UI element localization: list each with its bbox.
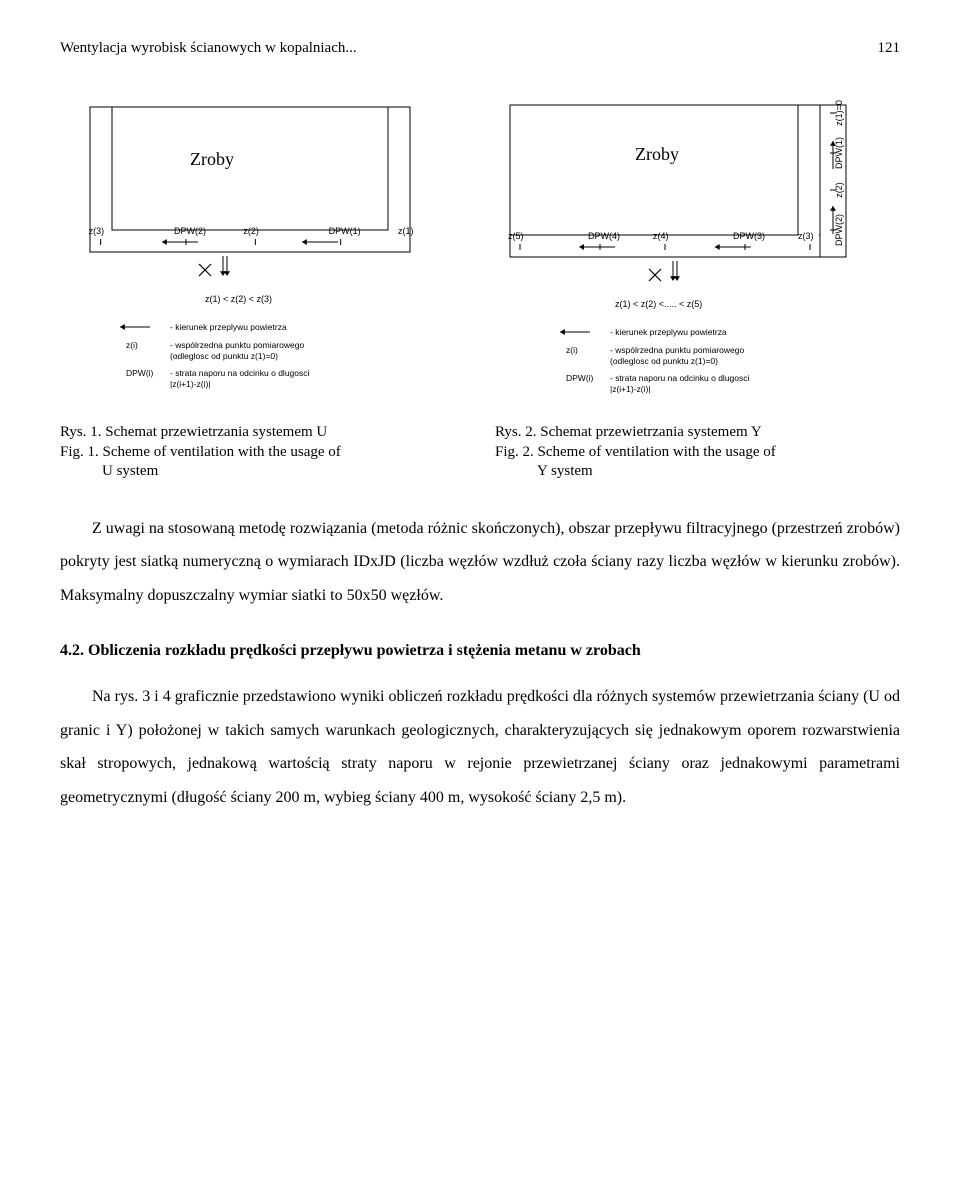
figure-2: Zroby z(5) DPW(4) z(4) DPW(3) z(3) z(1)=0 DPW(1…	[480, 97, 900, 417]
svg-text:z(1) < z(2) < z(3): z(1) < z(2) < z(3)	[205, 294, 272, 304]
svg-text:z(2): z(2)	[243, 226, 259, 236]
header-title: Wentylacja wyrobisk ścianowych w kopalni…	[60, 40, 357, 57]
svg-text:DPW(2): DPW(2)	[834, 214, 844, 246]
svg-text:DPW(1): DPW(1)	[834, 137, 844, 169]
svg-text:z(i): z(i)	[566, 345, 578, 355]
svg-text:- wspólrzedna punktu pomiarowe: - wspólrzedna punktu pomiarowego	[170, 340, 304, 350]
caption-1: Rys. 1. Schemat przewietrzania systemem …	[60, 423, 465, 482]
caption-2: Rys. 2. Schemat przewietrzania systemem …	[495, 423, 900, 482]
caption-2-rys: Rys. 2. Schemat przewietrzania systemem …	[495, 423, 900, 443]
figure-1: Zroby z(3) DPW(2) z(2) DPW(1) z(1) z(1) < z(2)…	[60, 97, 450, 417]
fig1-svg: Zroby z(3) DPW(2) z(2) DPW(1) z(1) z(1) < z(2)…	[60, 97, 450, 417]
paragraph-1: Z uwagi na stosowaną metodę rozwiązania …	[60, 512, 900, 613]
svg-text:z(3): z(3)	[89, 226, 105, 236]
paragraph-2: Na rys. 3 i 4 graficznie przedstawiono w…	[60, 680, 900, 814]
svg-text:DPW(i): DPW(i)	[126, 368, 154, 378]
page-number: 121	[878, 40, 901, 57]
caption-2-fig: Fig. 2. Scheme of ventilation with the u…	[495, 443, 900, 463]
svg-text:- kierunek przeplywu powietrza: - kierunek przeplywu powietrza	[610, 327, 727, 337]
svg-text:DPW(2): DPW(2)	[174, 226, 206, 236]
svg-text:DPW(3): DPW(3)	[733, 231, 765, 241]
caption-row: Rys. 1. Schemat przewietrzania systemem …	[60, 423, 900, 482]
caption-2-cont: Y system	[495, 462, 900, 482]
figures-row: Zroby z(3) DPW(2) z(2) DPW(1) z(1) z(1) < z(2)…	[60, 97, 900, 417]
svg-text:z(5): z(5)	[508, 231, 524, 241]
svg-text:z(1)=0: z(1)=0	[834, 100, 844, 126]
svg-text:- strata naporu na odcinku o d: - strata naporu na odcinku o dlugosci	[610, 373, 750, 383]
svg-text:z(4): z(4)	[653, 231, 669, 241]
svg-text:DPW(1): DPW(1)	[329, 226, 361, 236]
running-header: Wentylacja wyrobisk ścianowych w kopalni…	[60, 40, 900, 57]
section-heading: 4.2. Obliczenia rozkładu prędkości przep…	[60, 642, 900, 660]
svg-text:- wspólrzedna punktu pomiarowe: - wspólrzedna punktu pomiarowego	[610, 345, 744, 355]
svg-text:z(2): z(2)	[834, 182, 844, 198]
svg-text:Zroby: Zroby	[190, 149, 234, 169]
svg-text:- kierunek przeplywu powietrza: - kierunek przeplywu powietrza	[170, 322, 287, 332]
svg-text:|z(i+1)-z(i)|: |z(i+1)-z(i)|	[610, 384, 651, 394]
svg-text:DPW(i): DPW(i)	[566, 373, 594, 383]
svg-text:|z(i+1)-z(i)|: |z(i+1)-z(i)|	[170, 379, 211, 389]
caption-1-fig: Fig. 1. Scheme of ventilation with the u…	[60, 443, 465, 463]
svg-text:z(1) < z(2) <..... < z(5): z(1) < z(2) <..... < z(5)	[615, 299, 702, 309]
caption-1-cont: U system	[60, 462, 465, 482]
svg-text:z(1): z(1)	[398, 226, 414, 236]
fig2-svg: Zroby z(5) DPW(4) z(4) DPW(3) z(3) z(1)=0 DPW(1…	[480, 97, 900, 417]
svg-text:(odleglosc od punktu z(1)=0): (odleglosc od punktu z(1)=0)	[610, 356, 718, 366]
svg-text:z(i): z(i)	[126, 340, 138, 350]
svg-text:- strata naporu na odcinku o d: - strata naporu na odcinku o dlugosci	[170, 368, 310, 378]
caption-1-rys: Rys. 1. Schemat przewietrzania systemem …	[60, 423, 465, 443]
svg-text:DPW(4): DPW(4)	[588, 231, 620, 241]
svg-text:Zroby: Zroby	[635, 144, 679, 164]
svg-text:(odleglosc od punktu z(1)=0): (odleglosc od punktu z(1)=0)	[170, 351, 278, 361]
svg-text:z(3): z(3)	[798, 231, 814, 241]
